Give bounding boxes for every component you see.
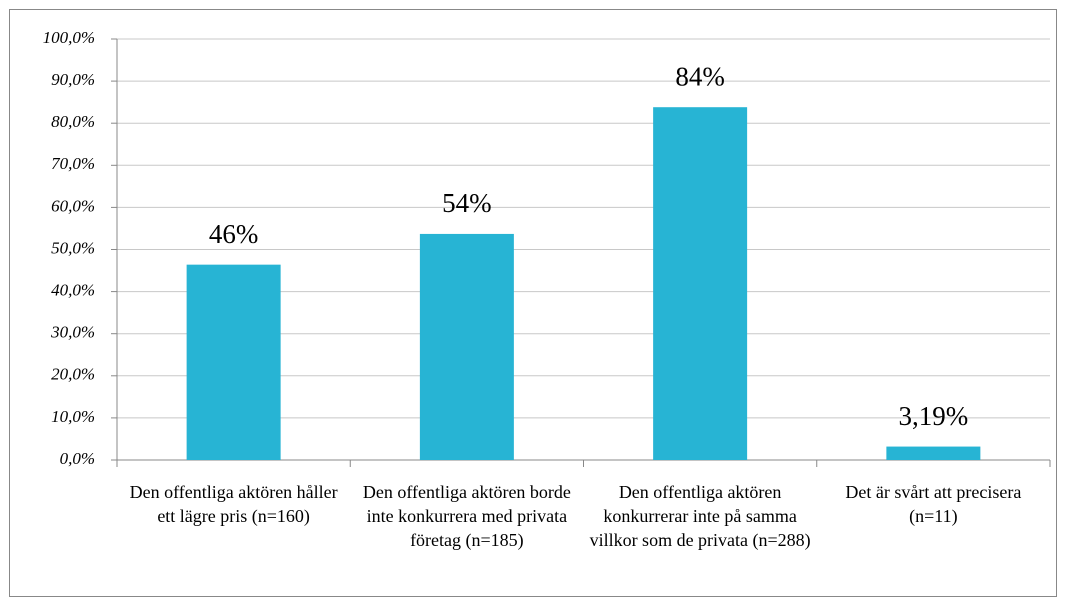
- y-tick-label: 100,0%: [43, 28, 95, 47]
- y-tick-label: 20,0%: [51, 365, 95, 384]
- x-tick-label: Den offentliga aktören borde inte konkur…: [362, 482, 571, 550]
- y-tick-label: 90,0%: [51, 70, 95, 89]
- y-tick-label: 40,0%: [51, 281, 95, 300]
- x-tick-label: Det är svårt att precisera (n=11): [845, 482, 1022, 526]
- value-label: 46%: [209, 219, 259, 249]
- y-tick-label: 10,0%: [51, 407, 95, 426]
- bar: [186, 264, 281, 460]
- bar: [886, 446, 981, 460]
- y-tick-label: 70,0%: [51, 154, 95, 173]
- y-tick-label: 0,0%: [60, 449, 95, 468]
- x-tick-label: Den offentliga aktören konkurrerar inte …: [589, 482, 811, 550]
- value-label: 3,19%: [899, 401, 969, 431]
- value-label: 54%: [442, 188, 492, 218]
- y-tick-label: 30,0%: [50, 323, 95, 342]
- x-tick-label: Den offentliga aktören håller ett lägre …: [129, 482, 338, 526]
- bar: [419, 233, 514, 460]
- y-tick-label: 80,0%: [51, 112, 95, 131]
- bar: [653, 107, 748, 461]
- value-label: 84%: [675, 61, 725, 91]
- y-tick-label: 50,0%: [51, 238, 95, 257]
- chart-border: [9, 9, 1057, 597]
- y-tick-label: 60,0%: [51, 196, 95, 215]
